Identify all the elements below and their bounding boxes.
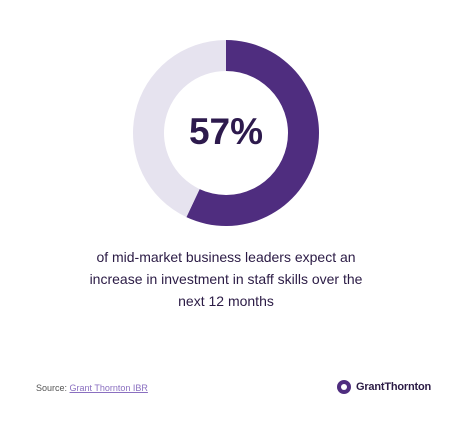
source: Source: Grant Thornton IBR bbox=[36, 383, 148, 393]
center-label: 57% bbox=[189, 111, 263, 152]
logo-text: GrantThornton bbox=[356, 381, 431, 393]
source-link[interactable]: Grant Thornton IBR bbox=[69, 383, 148, 393]
logo-icon bbox=[337, 380, 351, 394]
caption: of mid-market business leaders expect an… bbox=[89, 249, 363, 309]
donut-segment bbox=[133, 40, 226, 218]
source-label: Source: bbox=[36, 383, 68, 393]
donut-segment bbox=[186, 40, 320, 227]
logo: GrantThornton bbox=[337, 380, 431, 394]
